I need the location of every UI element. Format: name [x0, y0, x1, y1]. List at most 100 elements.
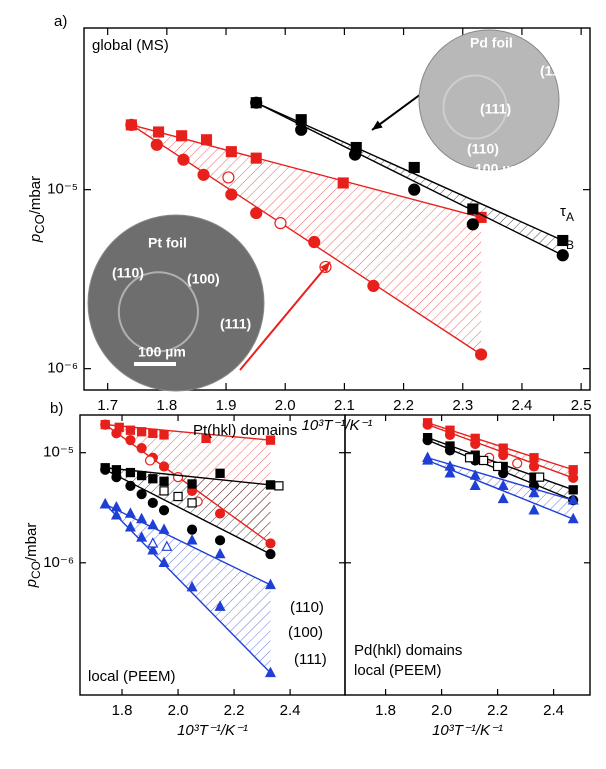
inset-scale-label: 100 µm: [475, 161, 523, 177]
marker: [251, 97, 262, 108]
marker: [126, 436, 135, 445]
y-tick-label: 10⁻⁶: [43, 554, 74, 571]
x-tick-label: 1.8: [375, 702, 396, 719]
marker: [151, 139, 162, 150]
y-tick-label: 10⁻⁶: [47, 360, 78, 377]
marker: [446, 446, 455, 455]
series-label-part: B: [566, 238, 574, 252]
marker: [174, 492, 182, 500]
marker: [467, 219, 478, 230]
marker: [149, 475, 157, 483]
marker: [101, 465, 110, 474]
marker: [160, 477, 168, 485]
marker: [569, 466, 577, 474]
x-tick-label: 2.2: [487, 702, 508, 719]
y-tick-label: 10⁻⁵: [47, 181, 78, 198]
marker: [471, 481, 480, 490]
x-tick-label: 2.1: [334, 397, 355, 414]
marker: [266, 539, 275, 548]
marker: [137, 444, 146, 453]
marker: [216, 469, 224, 477]
marker: [138, 472, 146, 480]
inset-scale-label: 100 µm: [138, 344, 186, 360]
annotation: local (PEEM): [354, 662, 442, 679]
x-axis-label: 10³T⁻¹/K⁻¹: [302, 417, 373, 434]
annotation: local (PEEM): [88, 668, 176, 685]
marker: [368, 280, 379, 291]
marker: [423, 436, 432, 445]
marker: [251, 208, 262, 219]
marker: [148, 520, 157, 529]
marker: [499, 494, 508, 503]
inset-label: (110): [540, 63, 572, 79]
inset-label: (100): [557, 109, 590, 125]
marker: [409, 184, 420, 195]
inset-label: (110): [467, 141, 499, 157]
marker: [275, 482, 283, 490]
facet-label: (110): [290, 599, 324, 616]
marker: [536, 473, 544, 481]
marker: [112, 473, 121, 482]
marker: [149, 429, 157, 437]
marker: [513, 459, 522, 468]
marker: [296, 124, 307, 135]
annotation: Pt(hkl) domains: [193, 422, 297, 439]
marker: [266, 481, 274, 489]
marker: [126, 509, 135, 518]
marker: [423, 420, 432, 429]
inset-title: Pt foil: [148, 235, 187, 251]
y-axis-label-part: /mbar: [23, 523, 40, 561]
marker: [160, 487, 168, 495]
marker: [494, 462, 502, 470]
marker: [446, 430, 455, 439]
inset-title: Pd foil: [470, 35, 513, 51]
panel-label: b): [50, 400, 63, 417]
marker: [126, 119, 137, 130]
x-tick-label: 2.4: [543, 702, 564, 719]
marker: [160, 506, 169, 515]
x-tick-label: 1.9: [216, 397, 237, 414]
marker: [226, 147, 236, 157]
marker: [101, 420, 110, 429]
x-tick-label: 2.4: [512, 397, 533, 414]
marker: [188, 535, 197, 544]
marker: [226, 189, 237, 200]
x-axis-label: 10³T⁻¹/K⁻¹: [177, 722, 248, 739]
marker: [202, 135, 212, 145]
x-tick-label: 1.8: [156, 397, 177, 414]
inset-label: (111): [480, 101, 511, 117]
x-axis-label: 10³T⁻¹/K⁻¹: [432, 722, 503, 739]
marker: [480, 456, 488, 464]
marker: [148, 498, 157, 507]
marker: [530, 505, 539, 514]
y-axis-label: pCO/mbar: [27, 176, 47, 243]
inset-label: (111): [220, 316, 251, 332]
marker: [101, 499, 110, 508]
x-tick-label: 2.4: [280, 702, 301, 719]
x-tick-label: 2.0: [275, 397, 296, 414]
facet-label: (111): [294, 651, 327, 668]
marker: [137, 514, 146, 523]
inset-label: (100): [187, 271, 220, 287]
marker: [223, 172, 234, 183]
panel-label: a): [54, 13, 67, 30]
marker: [178, 154, 189, 165]
marker: [275, 218, 286, 229]
marker: [138, 428, 146, 436]
marker: [126, 426, 134, 434]
y-axis-label-part: p: [27, 234, 44, 243]
marker: [137, 490, 146, 499]
marker: [251, 153, 261, 163]
marker: [146, 456, 155, 465]
x-tick-label: 1.7: [97, 397, 118, 414]
marker: [198, 169, 209, 180]
marker: [338, 178, 348, 188]
marker: [309, 237, 320, 248]
marker: [188, 525, 197, 534]
x-tick-label: 2.2: [224, 702, 245, 719]
marker: [126, 469, 134, 477]
marker: [471, 439, 480, 448]
marker: [154, 127, 164, 137]
